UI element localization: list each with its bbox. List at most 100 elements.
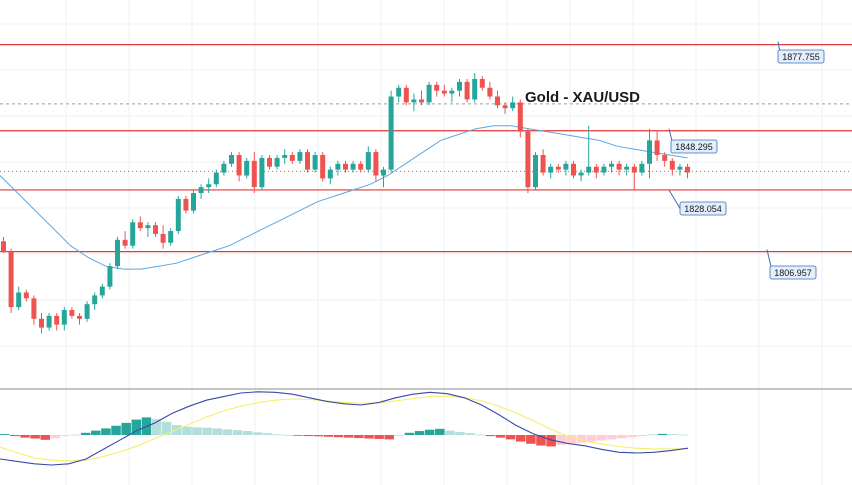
macd-hist-bar-negative (50, 435, 61, 439)
macd-hist-bar-positive (80, 432, 91, 435)
candle-down (571, 163, 576, 176)
macd-hist-bar-negative (576, 435, 587, 443)
macd-hist-bar-negative (364, 435, 374, 439)
macd-hist-bar-positive (252, 432, 263, 435)
candle-up (84, 304, 90, 319)
candle-up (191, 193, 196, 211)
macd-indicator (0, 391, 689, 466)
candle-down (654, 140, 660, 156)
macd-hist-bar-negative (10, 435, 20, 437)
macd-hist-bar-positive (202, 427, 212, 435)
horizontal-levels (0, 43, 852, 253)
candle-down (1, 241, 6, 252)
candle-up (586, 166, 592, 173)
macd-hist-bar-positive (232, 430, 243, 435)
macd-hist-bar-positive (445, 430, 455, 435)
candle-down (31, 298, 37, 319)
candle-down (502, 105, 508, 109)
macd-hist-bar-negative (30, 435, 40, 439)
macd-hist-bar-negative (485, 435, 496, 437)
candle-down (517, 102, 523, 132)
candle-up (92, 295, 98, 305)
candle-up (221, 163, 227, 173)
candle-down (77, 315, 82, 319)
macd-hist-bar-negative (536, 435, 546, 446)
candle-up (175, 198, 181, 232)
macd-hist-bar-positive (435, 428, 445, 435)
candle-up (229, 155, 234, 164)
candle-up (168, 231, 174, 243)
candle-down (122, 239, 128, 246)
macd-hist-bar-positive (647, 434, 658, 436)
level-label-1848.295: 1848.295 (668, 128, 718, 154)
candle-up (46, 315, 52, 328)
candle-up (647, 140, 652, 164)
macd-hist-bar-positive (101, 428, 111, 435)
candle-up (350, 163, 356, 170)
candle-down (23, 292, 29, 299)
moving-average-line (0, 125, 688, 270)
macd-hist-bar-negative (516, 435, 526, 442)
candle-up (130, 222, 136, 246)
macd-hist-bar-positive (273, 434, 283, 436)
macd-hist-bar-positive (161, 421, 172, 435)
candle-up (335, 163, 341, 170)
moving-average (0, 125, 688, 270)
candle-up (206, 184, 212, 188)
macd-hist-bar-positive (151, 419, 162, 435)
candle-down (373, 152, 379, 176)
macd-hist-bar-negative (617, 435, 627, 439)
candle-up (145, 225, 151, 229)
macd-hist-bar-positive (404, 432, 415, 435)
macd-hist-bar-negative (586, 435, 597, 442)
candle-down (320, 155, 326, 179)
level-label-box (777, 49, 825, 64)
macd-hist-bar-positive (121, 422, 131, 435)
candle-down (441, 90, 447, 94)
macd-hist-bar-negative (40, 435, 50, 440)
candle-up (396, 87, 402, 97)
macd-hist-bar-negative (556, 435, 566, 445)
macd-hist-bar-negative (313, 435, 324, 437)
macd-hist-bar-positive (677, 434, 688, 436)
macd-hist-bar-negative (495, 435, 506, 438)
candle-up (548, 166, 554, 173)
candle-down (479, 78, 485, 88)
macd-hist-bar-negative (627, 435, 637, 438)
candle-down (593, 166, 599, 173)
macd-hist-bar-negative (505, 435, 516, 440)
candle-up (609, 163, 614, 167)
macd-hist-bar-negative (333, 435, 344, 438)
level-label-text: 1848.295 (675, 142, 713, 152)
macd-hist-bar-negative (374, 435, 384, 439)
candle-down (305, 152, 310, 170)
macd-hist-bar-negative (354, 435, 364, 439)
macd-hist-bar-negative (60, 435, 71, 437)
macd-hist-bar-positive (70, 434, 81, 436)
macd-hist-bar-positive (0, 434, 10, 435)
level-label-1877.755: 1877.755 (777, 41, 825, 64)
candle-down (685, 166, 690, 173)
candle-down (540, 155, 546, 173)
macd-hist-bar-positive (222, 429, 233, 435)
candle-down (631, 166, 637, 173)
candle-up (16, 292, 22, 308)
macd-signal-line (0, 395, 689, 462)
candle-up (639, 163, 645, 173)
candle-down (487, 87, 493, 97)
candle-up (510, 102, 516, 109)
macd-hist-bar-negative (303, 435, 314, 437)
macd-hist-bar-positive (465, 433, 475, 435)
macd-hist-bar-negative (384, 435, 394, 440)
candle-down (358, 163, 364, 170)
level-labels: 1877.755 1848.295 1828.054 1806.957 (668, 41, 825, 280)
candle-up (449, 90, 455, 94)
candle-up (563, 163, 569, 170)
candle-up (365, 152, 371, 170)
macd-hist-bar-positive (91, 430, 101, 435)
candle-down (183, 198, 189, 211)
candle-up (213, 172, 219, 185)
candle-up (198, 187, 204, 194)
macd-hist-bar-negative (546, 435, 556, 447)
